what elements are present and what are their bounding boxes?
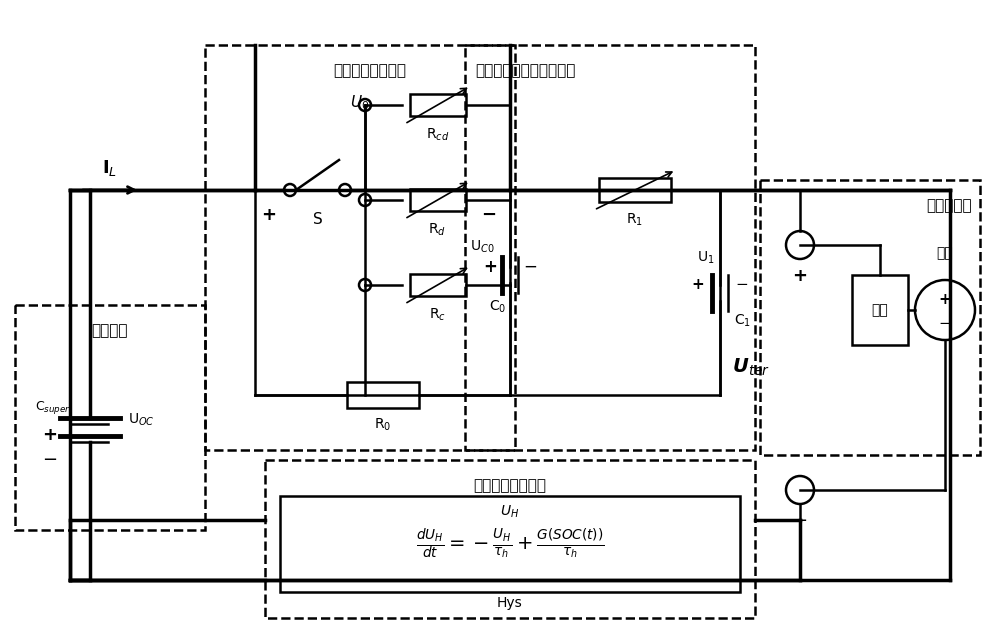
Bar xyxy=(760,180,980,455)
Text: −: − xyxy=(939,316,951,331)
Text: −: − xyxy=(481,206,496,224)
Bar xyxy=(265,460,755,618)
Bar xyxy=(205,45,515,450)
Text: −: − xyxy=(792,512,808,530)
Text: R$_0$: R$_0$ xyxy=(374,417,391,433)
Text: +: + xyxy=(692,277,704,292)
Text: 超级电容: 超级电容 xyxy=(92,323,128,338)
Text: $\frac{dU_H}{dt}=-\frac{U_H}{\tau_h}+\frac{G(SOC(t))}{\tau_h}$: $\frac{dU_H}{dt}=-\frac{U_H}{\tau_h}+\fr… xyxy=(416,527,604,561)
Bar xyxy=(347,382,418,408)
Bar xyxy=(15,305,205,530)
Text: 端电压模块: 端电压模块 xyxy=(926,198,972,213)
Bar xyxy=(852,275,908,345)
Text: 电源: 电源 xyxy=(937,246,953,260)
Text: S: S xyxy=(313,212,322,227)
Text: −: − xyxy=(736,277,748,292)
Bar xyxy=(410,189,466,211)
Text: R$_c$: R$_c$ xyxy=(429,307,446,323)
Text: +: + xyxy=(261,206,276,224)
Text: C$_{super}$: C$_{super}$ xyxy=(35,399,71,416)
Text: +: + xyxy=(483,258,497,276)
Text: −: − xyxy=(42,451,58,469)
Text: 非线性等效电路模型模块: 非线性等效电路模型模块 xyxy=(475,63,575,78)
Text: +: + xyxy=(939,292,951,307)
Text: R$_1$: R$_1$ xyxy=(626,212,644,229)
Bar xyxy=(410,274,466,296)
Bar xyxy=(410,94,466,116)
Text: +: + xyxy=(792,267,808,285)
Text: R$_{cd}$: R$_{cd}$ xyxy=(426,127,449,144)
Text: U$_{OC}$: U$_{OC}$ xyxy=(128,412,155,428)
Text: 迟滞电压补偿模块: 迟滞电压补偿模块 xyxy=(474,478,546,493)
Text: 内阻开关控制模块: 内阻开关控制模块 xyxy=(334,63,406,78)
Text: +: + xyxy=(42,426,58,444)
Text: C$_1$: C$_1$ xyxy=(734,312,751,329)
Text: R$_d$: R$_d$ xyxy=(428,222,447,238)
Text: −: − xyxy=(523,258,537,276)
Text: U$_H$: U$_H$ xyxy=(500,504,520,520)
Text: U$_{ter}$: U$_{ter}$ xyxy=(732,357,770,378)
Bar xyxy=(465,45,755,450)
Text: U$_1$: U$_1$ xyxy=(697,250,715,266)
Text: Hys: Hys xyxy=(497,596,523,610)
Text: C$_0$: C$_0$ xyxy=(489,299,507,316)
Bar xyxy=(280,496,740,592)
Bar xyxy=(599,178,671,202)
Text: U$_{C0}$: U$_{C0}$ xyxy=(470,239,494,255)
Text: 负载: 负载 xyxy=(872,303,888,317)
Text: I$_L$: I$_L$ xyxy=(102,158,118,178)
Text: U$_0$: U$_0$ xyxy=(350,93,370,112)
